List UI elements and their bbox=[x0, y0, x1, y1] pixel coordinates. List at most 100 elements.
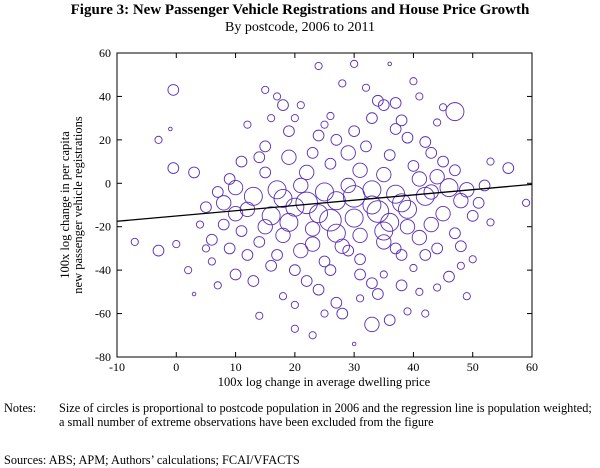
data-point bbox=[354, 253, 366, 266]
y-tick-label: 0 bbox=[105, 176, 111, 190]
data-point bbox=[437, 155, 449, 168]
data-point bbox=[261, 206, 281, 226]
y-tick-label: -20 bbox=[95, 220, 111, 234]
y-tick-label: 20 bbox=[99, 133, 111, 147]
data-point bbox=[243, 120, 252, 129]
data-point bbox=[351, 341, 357, 347]
data-point bbox=[372, 94, 384, 107]
data-point bbox=[478, 179, 491, 192]
data-point bbox=[195, 220, 205, 229]
data-point bbox=[360, 140, 372, 153]
x-tick-label: 30 bbox=[348, 360, 360, 374]
regression-line bbox=[116, 183, 533, 222]
chart-subtitle: By postcode, 2006 to 2011 bbox=[225, 20, 375, 35]
data-point bbox=[443, 270, 455, 283]
plot-frame bbox=[116, 52, 533, 358]
data-point bbox=[383, 149, 396, 161]
y-axis: -80 -60 -40 -20 0 20 40 60 bbox=[95, 46, 532, 364]
data-point bbox=[435, 206, 451, 222]
data-point bbox=[306, 147, 319, 159]
data-point bbox=[324, 264, 337, 276]
data-point bbox=[191, 291, 197, 297]
data-point bbox=[468, 255, 477, 264]
data-point bbox=[409, 77, 418, 86]
data-point bbox=[289, 264, 301, 276]
data-point bbox=[257, 219, 273, 235]
points-layer bbox=[130, 59, 531, 347]
data-point bbox=[415, 92, 424, 101]
chart-title: Figure 3: New Passenger Vehicle Registra… bbox=[70, 2, 530, 18]
data-point bbox=[207, 257, 216, 266]
data-point bbox=[213, 281, 222, 290]
y-tick-label: -40 bbox=[95, 263, 111, 277]
x-axis-label: 100x log change in average dwelling pric… bbox=[218, 375, 431, 389]
scatter-chart: -10 0 10 20 30 40 50 60 -80 -60 -40 -20 0 20 40 60 100… bbox=[58, 46, 538, 389]
data-point bbox=[154, 135, 163, 144]
data-point bbox=[429, 169, 445, 185]
data-point bbox=[389, 123, 402, 135]
data-point bbox=[356, 294, 365, 303]
data-point bbox=[344, 208, 364, 228]
data-point bbox=[387, 61, 392, 67]
data-point bbox=[466, 210, 479, 222]
data-point bbox=[253, 151, 266, 164]
data-point bbox=[449, 227, 461, 240]
data-point bbox=[362, 195, 382, 215]
data-point bbox=[241, 249, 254, 261]
y-axis-label-line1: 100x log change in per capita bbox=[58, 131, 72, 279]
data-point bbox=[273, 92, 282, 101]
data-point bbox=[318, 255, 331, 268]
y-tick-label: 60 bbox=[99, 46, 111, 60]
data-point bbox=[168, 126, 173, 132]
data-point bbox=[247, 275, 260, 287]
data-point bbox=[229, 268, 242, 281]
data-point bbox=[167, 162, 180, 174]
data-point bbox=[431, 242, 443, 255]
notes-text: Size of circles is proportional to postc… bbox=[59, 401, 592, 429]
data-point bbox=[201, 244, 210, 253]
data-point bbox=[419, 136, 432, 148]
data-point bbox=[326, 223, 346, 243]
y-tick-label: -60 bbox=[95, 307, 111, 321]
data-point bbox=[340, 145, 356, 161]
sources: Sources: ABS; APM; Authors’ calculations… bbox=[4, 453, 300, 467]
data-point bbox=[445, 102, 465, 122]
data-point bbox=[320, 120, 329, 129]
data-point bbox=[330, 296, 343, 309]
data-point bbox=[312, 283, 325, 296]
data-point bbox=[290, 324, 299, 333]
data-point bbox=[338, 79, 347, 88]
data-point bbox=[300, 275, 313, 287]
data-point bbox=[319, 208, 342, 232]
data-point bbox=[348, 125, 360, 138]
x-tick-label: -10 bbox=[109, 360, 125, 374]
data-point bbox=[216, 195, 232, 211]
x-axis: -10 0 10 20 30 40 50 60 bbox=[109, 53, 538, 374]
data-point bbox=[295, 191, 318, 215]
data-point bbox=[456, 261, 465, 270]
data-point bbox=[352, 227, 368, 244]
data-point bbox=[330, 134, 343, 146]
data-point bbox=[419, 249, 432, 261]
data-point bbox=[364, 316, 380, 333]
data-point bbox=[217, 218, 230, 231]
data-point bbox=[243, 186, 263, 206]
x-tick-label: 10 bbox=[230, 360, 242, 374]
data-point bbox=[433, 118, 442, 127]
data-point bbox=[152, 244, 165, 257]
y-axis-label-line2: new passenger vehicle registrations bbox=[71, 116, 85, 294]
data-point bbox=[315, 182, 334, 202]
data-point bbox=[253, 236, 266, 248]
data-point bbox=[366, 200, 390, 223]
data-point bbox=[271, 249, 283, 261]
data-point bbox=[389, 242, 402, 255]
data-point bbox=[281, 149, 297, 165]
data-point bbox=[308, 331, 317, 340]
data-point bbox=[259, 166, 272, 179]
x-tick-label: 20 bbox=[289, 360, 301, 374]
data-point bbox=[403, 307, 412, 316]
data-point bbox=[421, 309, 430, 318]
data-point bbox=[130, 237, 139, 246]
data-point bbox=[392, 193, 412, 213]
data-point bbox=[425, 147, 438, 159]
